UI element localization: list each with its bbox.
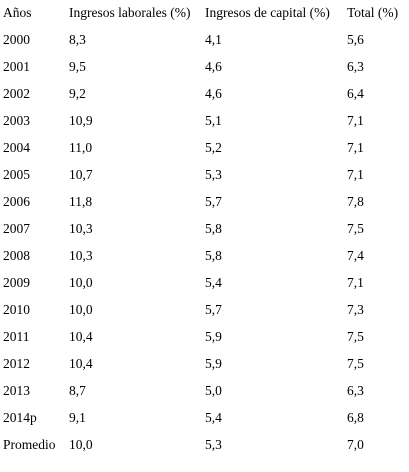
table-row: 2010 10,0 5,7 7,3: [3, 302, 409, 329]
cell-year: 2005: [3, 167, 30, 182]
cell-capital-income: 5,8: [205, 221, 222, 236]
table-row: 2001 9,5 4,6 6,3: [3, 59, 409, 86]
table-row: 2002 9,2 4,6 6,4: [3, 86, 409, 113]
cell-labor-income: 11,0: [69, 140, 93, 155]
table-row: 2008 10,3 5,8 7,4: [3, 248, 409, 275]
cell-year: 2014p: [3, 410, 37, 425]
table-row: 2007 10,3 5,8 7,5: [3, 221, 409, 248]
table-row: 2014p 9,1 5,4 6,8: [3, 410, 409, 437]
cell-year: 2004: [3, 140, 30, 155]
cell-labor-income: 8,7: [69, 383, 86, 398]
table-row-average: Promedio 10,0 5,3 7,0: [3, 437, 409, 464]
cell-total: 7,8: [347, 194, 364, 209]
cell-total: 7,0: [347, 437, 364, 452]
cell-year: 2013: [3, 383, 30, 398]
cell-capital-income: 5,9: [205, 329, 222, 344]
cell-labor-income: 10,0: [69, 437, 93, 452]
cell-total: 7,1: [347, 140, 364, 155]
header-capital-income: Ingresos de capital (%): [205, 5, 330, 20]
cell-total: 7,1: [347, 275, 364, 290]
cell-year: 2003: [3, 113, 30, 128]
cell-labor-income: 10,0: [69, 302, 93, 317]
cell-capital-income: 4,6: [205, 86, 222, 101]
cell-capital-income: 5,8: [205, 248, 222, 263]
cell-total: 6,3: [347, 383, 364, 398]
cell-labor-income: 10,3: [69, 221, 93, 236]
cell-labor-income: 10,4: [69, 356, 93, 371]
cell-capital-income: 4,1: [205, 32, 222, 47]
cell-labor-income: 11,8: [69, 194, 93, 209]
cell-total: 7,3: [347, 302, 364, 317]
header-row: Años Ingresos laborales (%) Ingresos de …: [3, 5, 409, 32]
cell-capital-income: 5,0: [205, 383, 222, 398]
cell-total: 7,4: [347, 248, 364, 263]
cell-labor-income: 9,1: [69, 410, 86, 425]
table-row: 2013 8,7 5,0 6,3: [3, 383, 409, 410]
cell-total: 6,8: [347, 410, 364, 425]
cell-year: 2000: [3, 32, 30, 47]
cell-total: 7,1: [347, 113, 364, 128]
table-row: 2000 8,3 4,1 5,6: [3, 32, 409, 59]
cell-labor-income: 10,3: [69, 248, 93, 263]
cell-labor-income: 9,5: [69, 59, 86, 74]
cell-capital-income: 5,9: [205, 356, 222, 371]
cell-year: 2012: [3, 356, 30, 371]
cell-capital-income: 5,7: [205, 194, 222, 209]
cell-total: 6,3: [347, 59, 364, 74]
cell-total: 7,5: [347, 221, 364, 236]
cell-labor-income: 10,7: [69, 167, 93, 182]
cell-total: 6,4: [347, 86, 364, 101]
cell-capital-income: 5,4: [205, 410, 222, 425]
cell-year: 2006: [3, 194, 30, 209]
cell-total: 7,5: [347, 356, 364, 371]
cell-labor-income: 10,4: [69, 329, 93, 344]
cell-labor-income: 10,0: [69, 275, 93, 290]
table-row: 2005 10,7 5,3 7,1: [3, 167, 409, 194]
cell-total: 7,5: [347, 329, 364, 344]
table-row: 2004 11,0 5,2 7,1: [3, 140, 409, 167]
header-total: Total (%): [347, 5, 399, 20]
cell-labor-income: 10,9: [69, 113, 93, 128]
cell-labor-income: 9,2: [69, 86, 86, 101]
cell-year: 2002: [3, 86, 30, 101]
cell-capital-income: 5,3: [205, 167, 222, 182]
data-table: Años Ingresos laborales (%) Ingresos de …: [3, 5, 409, 464]
cell-capital-income: 5,7: [205, 302, 222, 317]
cell-year: 2008: [3, 248, 30, 263]
cell-year: 2009: [3, 275, 30, 290]
cell-capital-income: 5,1: [205, 113, 222, 128]
cell-year: 2011: [3, 329, 30, 344]
cell-total: 5,6: [347, 32, 364, 47]
header-years: Años: [3, 5, 32, 20]
table-row: 2009 10,0 5,4 7,1: [3, 275, 409, 302]
table-row: 2012 10,4 5,9 7,5: [3, 356, 409, 383]
table-header: Años Ingresos laborales (%) Ingresos de …: [3, 5, 409, 32]
cell-total: 7,1: [347, 167, 364, 182]
cell-year: 2007: [3, 221, 30, 236]
cell-year: 2010: [3, 302, 30, 317]
cell-labor-income: 8,3: [69, 32, 86, 47]
table-row: 2011 10,4 5,9 7,5: [3, 329, 409, 356]
cell-year: 2001: [3, 59, 30, 74]
cell-year: Promedio: [3, 437, 56, 452]
cell-capital-income: 5,2: [205, 140, 222, 155]
header-labor-income: Ingresos laborales (%): [69, 5, 191, 20]
table-body: 2000 8,3 4,1 5,6 2001 9,5 4,6 6,3 2002 9…: [3, 32, 409, 464]
cell-capital-income: 5,3: [205, 437, 222, 452]
table-row: 2006 11,8 5,7 7,8: [3, 194, 409, 221]
table-row: 2003 10,9 5,1 7,1: [3, 113, 409, 140]
cell-capital-income: 4,6: [205, 59, 222, 74]
cell-capital-income: 5,4: [205, 275, 222, 290]
